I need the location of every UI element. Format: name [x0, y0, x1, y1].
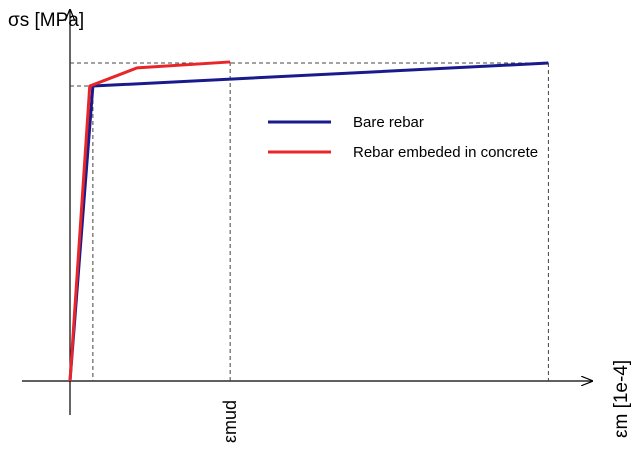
marker-label: εmud	[220, 400, 240, 443]
y-axis-title: σs [MPa]	[8, 10, 84, 31]
series-line	[68, 61, 549, 382]
legend-label: Rebar embeded in concrete	[353, 144, 538, 161]
x-axis-title: εm [1e-4]	[611, 360, 632, 438]
series-line	[68, 60, 231, 382]
legend-label: Bare rebar	[353, 114, 424, 131]
